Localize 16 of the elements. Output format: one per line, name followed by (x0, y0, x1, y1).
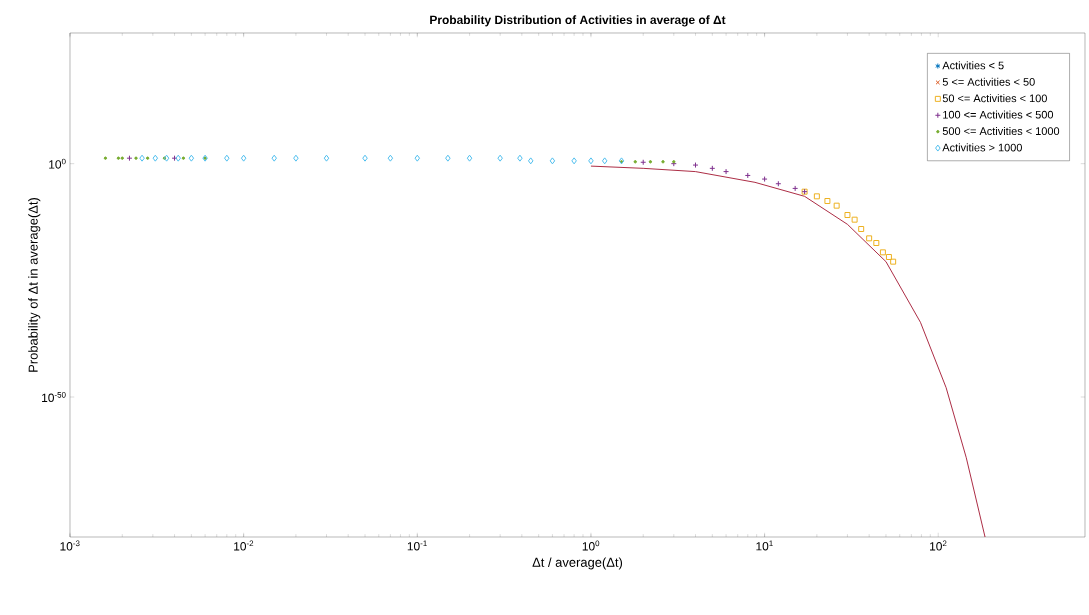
x-axis-title: Δt / average(Δt) (532, 557, 623, 570)
x-tick-label: 10$^{-3}$ (60, 540, 80, 551)
legend-label: 100 <= Activities < 500 (943, 110, 1054, 119)
x-tick-label: 10$^{1}$ (756, 540, 773, 551)
x-tick-label: 10$^{-2}$ (234, 540, 254, 551)
legend-label: Activities > 1000 (942, 143, 1022, 152)
legend-label: Activities < 5 (942, 61, 1004, 70)
legend-label: 50 <= Activities < 100 (942, 94, 1047, 103)
legend-label: 5 <= Activities < 50 (942, 77, 1035, 86)
x-tick-label: 10$^{2}$ (930, 540, 947, 551)
y-tick-label: 10$^{-50}$ (42, 392, 66, 403)
y-axis-title: Probability of Δt in average(Δt) (28, 197, 41, 372)
x-tick-label: 10$^{-1}$ (407, 540, 427, 551)
legend-label: 500 <= Activities < 1000 (942, 126, 1060, 136)
x-tick-label: 10$^{0}$ (582, 540, 600, 551)
chart-title: Probability Distribution of Activities in average of Δt (430, 15, 726, 27)
